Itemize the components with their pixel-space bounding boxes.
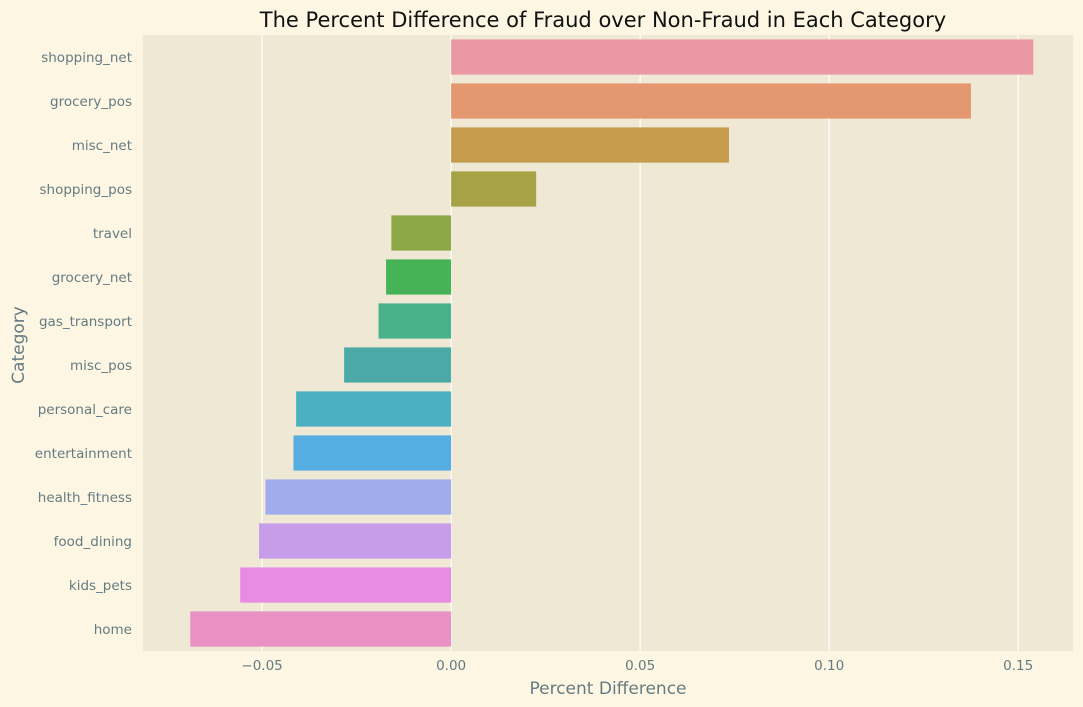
bars: [190, 39, 1034, 647]
y-tick-label: entertainment: [35, 446, 132, 462]
x-tick-label: 0.10: [814, 658, 844, 674]
y-tick-label: shopping_pos: [40, 182, 132, 198]
y-tick-label: travel: [93, 226, 132, 242]
y-tick-label: personal_care: [38, 402, 132, 418]
bar-food-dining: [259, 523, 452, 559]
y-axis-label: Category: [9, 306, 29, 384]
bar-health-fitness: [265, 479, 452, 515]
bar-misc-net: [451, 127, 729, 163]
x-tick-label: −0.05: [241, 658, 282, 674]
bar-kids-pets: [240, 567, 452, 603]
chart-title: The Percent Difference of Fraud over Non…: [259, 8, 946, 32]
y-tick-label: misc_net: [72, 138, 132, 154]
y-tick-label: grocery_pos: [50, 94, 132, 110]
x-tick-labels: −0.05 0.00 0.05 0.10 0.15: [241, 658, 1033, 674]
y-tick-label: health_fitness: [38, 490, 132, 506]
y-tick-label: kids_pets: [69, 578, 132, 594]
x-tick-label: 0.05: [625, 658, 655, 674]
bar-home: [190, 611, 452, 647]
y-tick-label: food_dining: [54, 534, 132, 550]
y-tick-label: misc_pos: [70, 358, 132, 374]
y-tick-label: shopping_net: [41, 50, 132, 66]
x-tick-label: 0.15: [1003, 658, 1033, 674]
x-axis-label: Percent Difference: [529, 679, 686, 699]
bar-entertainment: [293, 435, 452, 471]
bar-travel: [391, 215, 452, 251]
bar-gas-transport: [378, 303, 452, 339]
y-tick-label: grocery_net: [52, 270, 132, 286]
bar-shopping-pos: [451, 171, 537, 207]
bar-grocery-net: [386, 259, 452, 295]
x-tick-label: 0.00: [436, 658, 466, 674]
bar-misc-pos: [344, 347, 452, 383]
bar-personal-care: [296, 391, 452, 427]
y-tick-labels: shopping_net grocery_pos misc_net shopping_…: [35, 50, 132, 638]
bar-grocery-pos: [451, 83, 971, 119]
y-tick-label: gas_transport: [39, 314, 132, 330]
bar-shopping-net: [451, 39, 1034, 75]
y-tick-label: home: [94, 622, 132, 638]
